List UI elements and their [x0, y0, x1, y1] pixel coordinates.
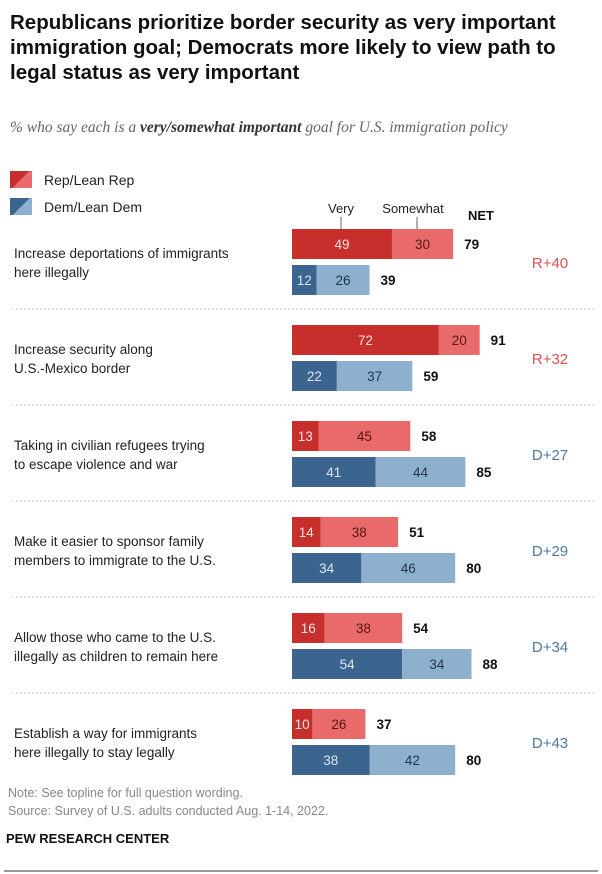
category-label: here illegally [14, 265, 89, 280]
bar-rep-somewhat [324, 613, 403, 643]
bar-dem-very [292, 457, 376, 487]
data-label-rep-somewhat: 45 [357, 429, 372, 444]
data-label-rep-somewhat: 20 [452, 333, 467, 348]
data-label-rep-very: 13 [298, 429, 313, 444]
subtitle-text-end: goal for U.S. immigration policy [301, 119, 508, 136]
bar-rep-somewhat [320, 517, 399, 547]
data-label-dem-very: 22 [307, 369, 322, 384]
bar-rep-very [292, 421, 319, 451]
bar-dem-very [292, 745, 370, 775]
data-label-dem-net: 88 [483, 657, 499, 672]
category-label: Establish a way for immigrants [14, 726, 197, 741]
source: Source: Survey of U.S. adults conducted … [8, 804, 329, 818]
data-label-rep-net: 91 [491, 333, 507, 348]
difference-label: D+29 [532, 543, 568, 560]
bar-rep-somewhat [318, 421, 411, 451]
data-label-dem-net: 80 [466, 753, 481, 768]
subtitle-text: % who say each is a [10, 119, 141, 136]
data-label-dem-very: 34 [319, 561, 335, 576]
bar-dem-somewhat [369, 745, 456, 775]
data-label-dem-net: 80 [466, 561, 481, 576]
category-label: to escape violence and war [14, 457, 178, 472]
legend-dem: Dem/Lean Dem [10, 198, 142, 215]
legend-swatch-dem [10, 198, 32, 215]
category-label: Taking in civilian refugees trying [14, 438, 205, 453]
category-label: Make it easier to sponsor family [14, 534, 204, 549]
category-label: U.S.-Mexico border [14, 361, 131, 376]
data-label-dem-very: 38 [323, 753, 338, 768]
brand: PEW RESEARCH CENTER [6, 831, 170, 846]
data-label-rep-very: 72 [358, 333, 373, 348]
data-label-dem-somewhat: 37 [367, 369, 382, 384]
data-label-rep-very: 10 [295, 717, 310, 732]
bar-rep-very [292, 517, 321, 547]
legend-label-rep: Rep/Lean Rep [44, 171, 135, 188]
bar-dem-very [292, 361, 337, 391]
bar-rep-very [292, 325, 439, 355]
category-label: here illegally to stay legally [14, 745, 175, 760]
bar-rep-somewhat [391, 229, 454, 259]
data-label-rep-net: 37 [376, 717, 391, 732]
difference-label: D+34 [532, 639, 568, 656]
data-label-dem-very: 41 [326, 465, 341, 480]
data-label-rep-net: 58 [421, 429, 437, 444]
data-label-rep-net: 79 [464, 237, 479, 252]
category-label: illegally as children to remain here [14, 649, 218, 664]
column-label-net: NET [468, 208, 494, 223]
bar-rep-very [292, 229, 392, 259]
category-label: Increase deportations of immigrants [14, 246, 229, 261]
data-label-rep-net: 51 [409, 525, 425, 540]
bar-dem-somewhat [361, 553, 456, 583]
legend-rep: Rep/Lean Rep [10, 171, 134, 188]
difference-label: R+40 [532, 255, 568, 272]
bar-dem-somewhat [402, 649, 472, 679]
bar-rep-very [292, 709, 313, 739]
column-label-very: Very [328, 201, 355, 216]
column-label-somewhat: Somewhat [382, 201, 444, 216]
data-label-dem-somewhat: 44 [413, 465, 429, 480]
category-label: Increase security along [14, 342, 153, 357]
chart-title: Republicans prioritize border security a… [10, 11, 556, 84]
bar-rep-somewhat [312, 709, 366, 739]
difference-label: D+43 [532, 735, 568, 752]
bar-dem-very [292, 265, 317, 295]
chart-subtitle: % who say each is a very/somewhat import… [10, 117, 570, 139]
data-label-dem-somewhat: 34 [429, 657, 445, 672]
legend-label-dem: Dem/Lean Dem [44, 198, 143, 215]
bar-dem-very [292, 553, 362, 583]
bottom-rule [4, 870, 598, 872]
difference-label: D+27 [532, 447, 568, 464]
bar-dem-somewhat [375, 457, 466, 487]
subtitle-emphasis: very/somewhat important [140, 119, 302, 136]
data-label-dem-very: 12 [297, 273, 312, 288]
data-label-rep-somewhat: 38 [352, 525, 367, 540]
category-label: Allow those who came to the U.S. [14, 630, 216, 645]
bar-dem-somewhat [336, 361, 413, 391]
data-label-dem-somewhat: 46 [401, 561, 416, 576]
bar-dem-very [292, 649, 403, 679]
data-label-dem-somewhat: 26 [335, 273, 350, 288]
category-label: members to immigrate to the U.S. [14, 553, 216, 568]
bar-rep-somewhat [438, 325, 480, 355]
data-label-rep-very: 49 [334, 237, 349, 252]
data-label-dem-net: 59 [423, 369, 438, 384]
data-label-rep-very: 14 [299, 525, 315, 540]
data-label-rep-net: 54 [413, 621, 429, 636]
note: Note: See topline for full question word… [8, 786, 243, 800]
difference-label: R+32 [532, 351, 568, 368]
data-label-rep-somewhat: 30 [415, 237, 430, 252]
data-label-dem-somewhat: 42 [405, 753, 420, 768]
data-label-rep-somewhat: 38 [356, 621, 371, 636]
data-label-dem-net: 85 [476, 465, 492, 480]
data-label-dem-net: 39 [381, 273, 396, 288]
data-label-dem-very: 54 [340, 657, 356, 672]
bar-dem-somewhat [316, 265, 370, 295]
bar-rep-very [292, 613, 325, 643]
data-label-rep-somewhat: 26 [331, 717, 346, 732]
data-label-rep-very: 16 [301, 621, 316, 636]
legend-swatch-rep [10, 171, 32, 188]
